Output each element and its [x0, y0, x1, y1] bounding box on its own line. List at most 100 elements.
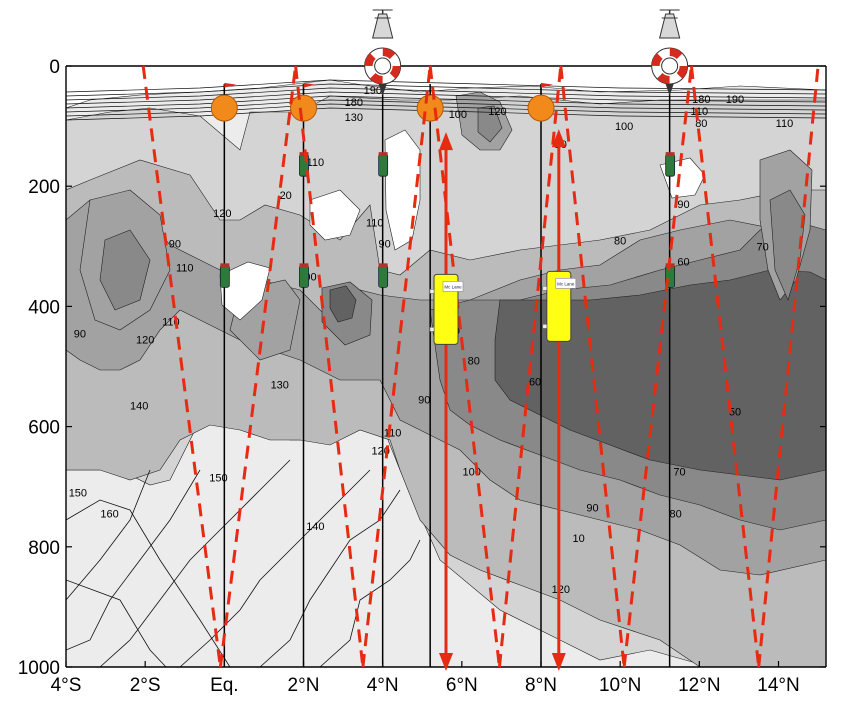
- fill-band-50: [494, 269, 826, 481]
- atlas-buoy-icon: [651, 9, 689, 96]
- arrow-down-icon: [439, 653, 453, 671]
- contour-line: [66, 99, 826, 113]
- contour-label: 70: [757, 241, 769, 253]
- x-tick-label: 4°N: [367, 675, 399, 696]
- profiler-label-box: [442, 281, 464, 292]
- ship-track-segment: [622, 65, 693, 668]
- contour-label: 90: [418, 395, 430, 407]
- x-tick-label: 2°S: [130, 675, 161, 696]
- contour-label: 110: [776, 118, 794, 130]
- contour-line: [66, 83, 826, 97]
- current-meter-cap: [378, 152, 388, 157]
- contour-label: 90: [74, 328, 86, 340]
- current-meter-cap: [299, 263, 309, 268]
- x-tick-label: 10°N: [599, 675, 641, 696]
- contour-label: 110: [691, 106, 709, 118]
- contour-label: 10: [572, 533, 584, 545]
- subsurface-float-icon: [290, 94, 317, 122]
- x-tick-label: 4°S: [51, 675, 82, 696]
- ship-track-segment: [689, 65, 761, 668]
- profiler-clamp: [542, 286, 548, 291]
- x-tick-label: 14°N: [757, 675, 799, 696]
- contour-label: 90: [169, 238, 181, 250]
- mclane-profiler: Mc Lane: [542, 129, 577, 671]
- x-tick-label: 8°N: [525, 675, 557, 696]
- current-meter-icon: [299, 264, 309, 288]
- current-meter-cap: [220, 263, 230, 268]
- contour-line: [66, 469, 201, 651]
- fill-patch: [329, 285, 357, 323]
- subsurface-float-icon: [527, 94, 555, 122]
- contour-label: 140: [306, 521, 324, 533]
- contour-line: [66, 499, 231, 667]
- current-meter-icon: [665, 153, 676, 177]
- contour-label: 110: [307, 157, 325, 169]
- contour-line: [66, 469, 151, 601]
- subsurface-float-icon: [210, 94, 238, 122]
- contour-label: 110: [366, 217, 384, 229]
- atlas-buoy-icon: [364, 9, 402, 96]
- contour-line: [66, 87, 826, 101]
- buoy-torus-stripe: [364, 48, 401, 84]
- contour-line: [66, 95, 826, 109]
- contour-line: [179, 469, 371, 667]
- y-tick-label: 400: [28, 297, 60, 318]
- contour-line: [66, 103, 826, 117]
- contour-label: 190: [364, 85, 382, 97]
- contour-label: 110: [176, 262, 194, 274]
- buoy-bridle: [378, 84, 387, 96]
- contour-label: 90: [379, 238, 391, 250]
- ship-track-segment: [428, 65, 501, 668]
- y-tick-label: 600: [28, 418, 60, 439]
- buoy-torus-stripe: [651, 48, 688, 84]
- x-tick-label: Eq.: [210, 675, 239, 696]
- contour-label: 120: [136, 334, 154, 346]
- contour-label: 80: [669, 509, 681, 521]
- fill-patch: [99, 229, 151, 311]
- ship-track-segment: [559, 65, 626, 668]
- ship-track-segment: [361, 65, 432, 668]
- flag-icon: [303, 82, 316, 88]
- subsurface-float-icon: [416, 94, 444, 122]
- current-meter-icon: [378, 153, 389, 177]
- mclane-profiler: Mc Lane: [429, 132, 464, 671]
- contour-label: 120: [552, 584, 570, 596]
- contour-label: 70: [673, 467, 685, 479]
- x-tick-label: 2°N: [288, 675, 320, 696]
- contour-label: 100: [449, 109, 467, 121]
- x-tick-label: 6°N: [446, 675, 478, 696]
- ship-track-segment: [218, 65, 298, 668]
- y-tick-label: 0: [49, 57, 60, 78]
- y-tick-label: 1000: [18, 658, 60, 679]
- contour-label: 80: [695, 118, 707, 130]
- current-meter-cap: [378, 263, 388, 268]
- buoy-tower: [659, 13, 681, 39]
- profiler-clamp: [429, 327, 435, 332]
- arrow-up-icon: [439, 132, 453, 151]
- profiler-body-icon: [433, 273, 459, 345]
- profiler-clamp: [542, 324, 548, 329]
- y-tick-label: 200: [28, 177, 60, 198]
- contour-line: [66, 91, 826, 105]
- profiler-clamp: [429, 289, 435, 294]
- contour-label: 60: [529, 377, 541, 389]
- contour-label: 110: [384, 428, 402, 440]
- contour-label: 90: [586, 503, 598, 515]
- current-meter-icon: [378, 264, 389, 288]
- x-tick-label: 12°N: [678, 675, 720, 696]
- contour-label: 150: [209, 473, 227, 485]
- contour-label: 160: [100, 509, 118, 521]
- buoy-tower: [372, 13, 394, 39]
- arrow-down-icon: [551, 653, 566, 671]
- contour-label: 80: [614, 235, 626, 247]
- contour-label: 20: [280, 190, 292, 202]
- contour-line: [66, 79, 826, 93]
- contour-label: 180: [692, 94, 710, 106]
- contour-label: 80: [468, 355, 480, 367]
- fill-patch: [384, 129, 421, 251]
- fill-patch: [219, 261, 271, 321]
- contour-label: 90: [677, 199, 689, 211]
- contour-label: 180: [345, 97, 363, 109]
- profiler-label: Mc Lane: [444, 284, 462, 289]
